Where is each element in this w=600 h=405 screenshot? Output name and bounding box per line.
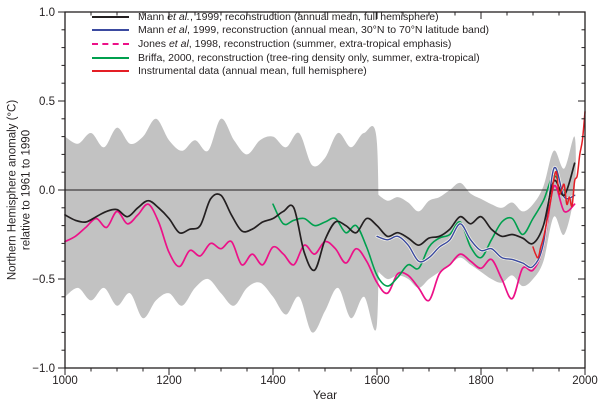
legend-item-instrumental: Instrumental data (annual mean, full hem… — [92, 64, 489, 78]
legend-label-jones-1998: Jones et al, 1998, reconstruction (summe… — [138, 37, 452, 50]
legend-swatch-briffa-2000 — [92, 56, 129, 59]
y-tick-label: 0.5 — [39, 96, 55, 108]
series-mann-1999-nh — [64, 162, 576, 272]
x-tick-label: 1200 — [156, 375, 182, 387]
x-tick-label: 1800 — [468, 375, 494, 387]
y-axis-label-line2: relative to 1961 to 1990 — [20, 129, 32, 251]
legend-item-mann-1999-30-70: Mann et al, 1999, reconstruction (annual… — [92, 24, 489, 38]
series-mann-1999-30-70 — [375, 165, 577, 270]
y-axis-label: Northern Hemisphere anomaly (°C) relativ… — [7, 100, 34, 280]
y-tick-label: −0.5 — [32, 274, 55, 286]
legend-swatch-jones-1998 — [92, 42, 129, 45]
legend-label-mann-1999-nh: Mann et al., 1999, reconstruction (annua… — [138, 10, 439, 23]
axis-ticks — [58, 11, 586, 375]
x-axis-label: Year — [312, 388, 338, 402]
legend: Mann et al., 1999, reconstruction (annua… — [92, 10, 489, 78]
legend-swatch-mann-1999-30-70 — [92, 29, 129, 32]
series-jones-1998 — [64, 184, 576, 302]
series-instrumental — [532, 110, 586, 259]
legend-item-briffa-2000: Briffa, 2000, reconstruction (tree-ring … — [92, 51, 489, 65]
legend-item-mann-1999-nh: Mann et al., 1999, reconstruction (annua… — [92, 10, 489, 24]
x-tick-label: 1400 — [260, 375, 286, 387]
legend-label-mann-1999-30-70: Mann et al, 1999, reconstruction (annual… — [138, 24, 490, 37]
y-tick-label: 0.0 — [39, 185, 55, 197]
x-tick-label: 1000 — [52, 375, 78, 387]
y-tick-label: −1.0 — [32, 363, 55, 375]
y-tick-label: 1.0 — [39, 7, 55, 19]
legend-swatch-mann-1999-nh — [92, 15, 129, 18]
series-briffa-2000 — [272, 175, 565, 287]
legend-label-instrumental: Instrumental data (annual mean, full hem… — [138, 65, 367, 78]
legend-label-briffa-2000: Briffa, 2000, reconstruction (tree-ring … — [138, 51, 480, 64]
legend-swatch-instrumental — [92, 70, 129, 73]
x-tick-label: 2000 — [572, 375, 598, 387]
y-axis-label-line1: Northern Hemisphere anomaly (°C) — [6, 99, 19, 281]
x-tick-label: 1600 — [364, 375, 390, 387]
legend-item-jones-1998: Jones et al, 1998, reconstruction (summe… — [92, 37, 489, 51]
